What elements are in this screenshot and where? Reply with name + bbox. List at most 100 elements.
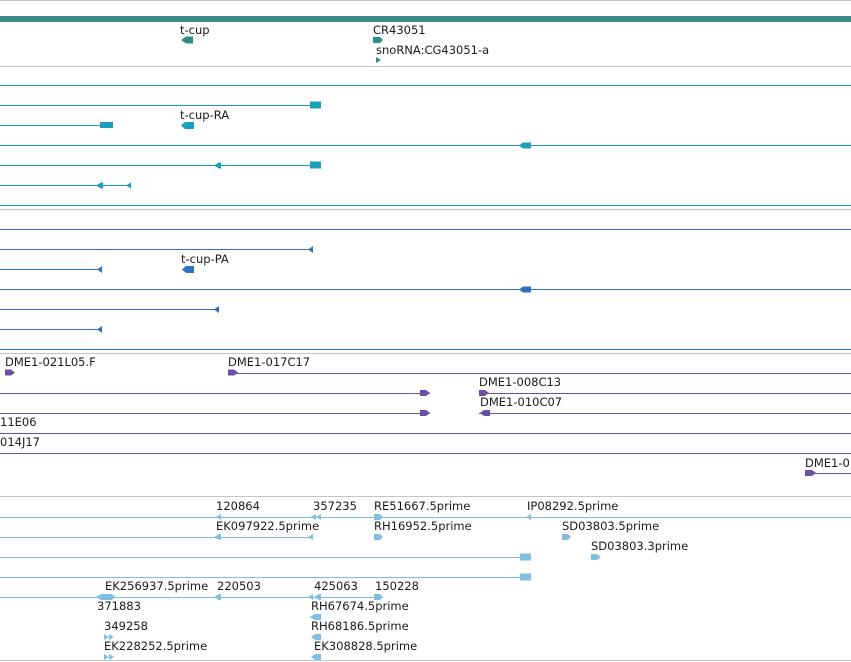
bac-feature[interactable] [0, 410, 430, 416]
est-label: 120864 [216, 499, 260, 513]
bac-feature[interactable]: DME1-0 [805, 456, 851, 476]
est-label: 371883 [97, 599, 141, 613]
est-glyph [314, 594, 321, 600]
est-feature[interactable]: RH68186.5prime [311, 619, 409, 640]
est-label: 220503 [217, 579, 261, 593]
gene-feature-t-cup[interactable]: t-cup [180, 23, 210, 44]
bac-glyph [479, 390, 489, 396]
est-feature[interactable]: EK308828.5prime [311, 639, 417, 660]
bac-feature[interactable]: DME1-010C07 [479, 395, 851, 416]
bac-label: DME1-0 [805, 456, 850, 470]
est-label: EK308828.5prime [314, 639, 417, 653]
protein-label: t-cup-PA [181, 252, 229, 266]
protein-exon [97, 266, 102, 273]
est-glyph [214, 594, 221, 600]
rna-exon [310, 161, 321, 169]
bac-label: DME1-017C17 [228, 355, 310, 369]
est-feature[interactable]: 357235 [310, 499, 357, 520]
protein-exon [97, 326, 102, 333]
est-label: RH16952.5prime [374, 519, 472, 533]
bac-label: DME1-008C13 [479, 375, 561, 389]
est-glyph [311, 654, 321, 660]
protein-feature[interactable] [0, 266, 102, 273]
est-feature[interactable]: 349258 [104, 619, 148, 640]
est-feature[interactable]: 220503 [214, 579, 261, 600]
protein-feature[interactable] [0, 286, 851, 293]
est-glyph [310, 614, 321, 620]
protein-exon [214, 306, 219, 313]
bac-glyph [420, 390, 430, 396]
est-label: EK097922.5prime [216, 519, 319, 533]
est-feature[interactable]: EK097922.5prime [214, 519, 319, 540]
rna-glyph [181, 122, 194, 129]
est-label: EK256937.5prime [105, 579, 208, 593]
rna-transcript[interactable] [0, 122, 113, 128]
protein-track: t-cup-PA [0, 229, 851, 350]
bac-feature[interactable] [0, 390, 430, 396]
est-feature[interactable]: 150228 [374, 579, 419, 600]
est-feature[interactable]: RH67674.5prime [310, 599, 409, 620]
rna-exon [214, 162, 221, 169]
est-feature[interactable]: SD03803.3prime [591, 539, 688, 560]
est-glyph [316, 514, 321, 520]
gene-feature-CR43051[interactable]: CR43051 [373, 23, 426, 43]
est-feature[interactable]: IP08292.5prime [526, 499, 618, 520]
est-glyph [96, 594, 115, 600]
rna-exon [310, 101, 321, 109]
est-feature[interactable]: 371883 [97, 599, 141, 613]
est-feature[interactable]: RH16952.5prime [374, 519, 472, 540]
gene-glyph [373, 37, 383, 43]
est-label: 425063 [314, 579, 358, 593]
rna-transcript[interactable] [0, 182, 131, 189]
rna-transcript[interactable] [0, 161, 321, 169]
rna-feature-t-cup-RA[interactable]: t-cup-RA [180, 108, 229, 129]
rna-transcript[interactable] [0, 142, 851, 149]
bac-feature[interactable]: 014J17 [0, 435, 851, 454]
bac-label: 11E06 [0, 415, 37, 429]
est-glyph [526, 514, 531, 520]
est-label: 349258 [104, 619, 148, 633]
est-label: SD03803.5prime [562, 519, 659, 533]
bac-glyph [228, 369, 238, 376]
protein-feature-t-cup-PA[interactable]: t-cup-PA [181, 252, 229, 273]
gene-label: t-cup [180, 23, 210, 37]
est-label: 357235 [313, 499, 357, 513]
gene-label: CR43051 [373, 23, 426, 37]
est-feature[interactable]: EK228252.5prime [104, 639, 207, 660]
bac-glyph [5, 369, 15, 376]
est-label: RH67674.5prime [311, 599, 409, 613]
gene-track: t-cup CR43051 snoRNA:CG43051-a [180, 23, 489, 63]
bac-feature[interactable]: DME1-008C13 [479, 375, 851, 396]
est-feature[interactable]: RE51667.5prime [374, 499, 470, 520]
est-glyph [562, 534, 571, 540]
gene-feature-snoRNA[interactable]: snoRNA:CG43051-a [376, 43, 489, 63]
est-glyph [311, 634, 321, 640]
protein-feature[interactable] [0, 306, 219, 313]
bac-feature[interactable]: 11E06 [0, 415, 851, 434]
est-glyph [310, 514, 316, 520]
bac-feature[interactable]: DME1-017C17 [228, 355, 851, 376]
est-glyph [104, 654, 109, 660]
est-feature[interactable]: 425063 [308, 579, 358, 600]
rna-track: t-cup-RA [0, 85, 851, 206]
est-feature[interactable]: SD03803.5prime [562, 519, 659, 540]
est-glyph [374, 534, 383, 540]
gene-label: snoRNA:CG43051-a [376, 43, 489, 57]
rna-label: t-cup-RA [180, 108, 229, 122]
est-glyph [374, 594, 383, 600]
bac-glyph [420, 410, 430, 416]
bac-feature[interactable]: DME1-021L05.F [5, 355, 96, 376]
bac-track: DME1-021L05.F DME1-017C17 DME1-008C13 DM… [0, 355, 851, 476]
rna-transcript[interactable] [0, 101, 321, 109]
protein-feature[interactable] [0, 246, 313, 253]
est-glyph [520, 573, 531, 581]
gene-header-bar [0, 16, 851, 22]
bac-glyph [480, 410, 490, 416]
rna-exon [96, 182, 103, 189]
est-feature[interactable]: EK256937.5prime [96, 579, 208, 600]
est-glyph [104, 634, 109, 640]
est-feature[interactable]: 120864 [216, 499, 260, 520]
protein-feature[interactable] [0, 326, 102, 333]
